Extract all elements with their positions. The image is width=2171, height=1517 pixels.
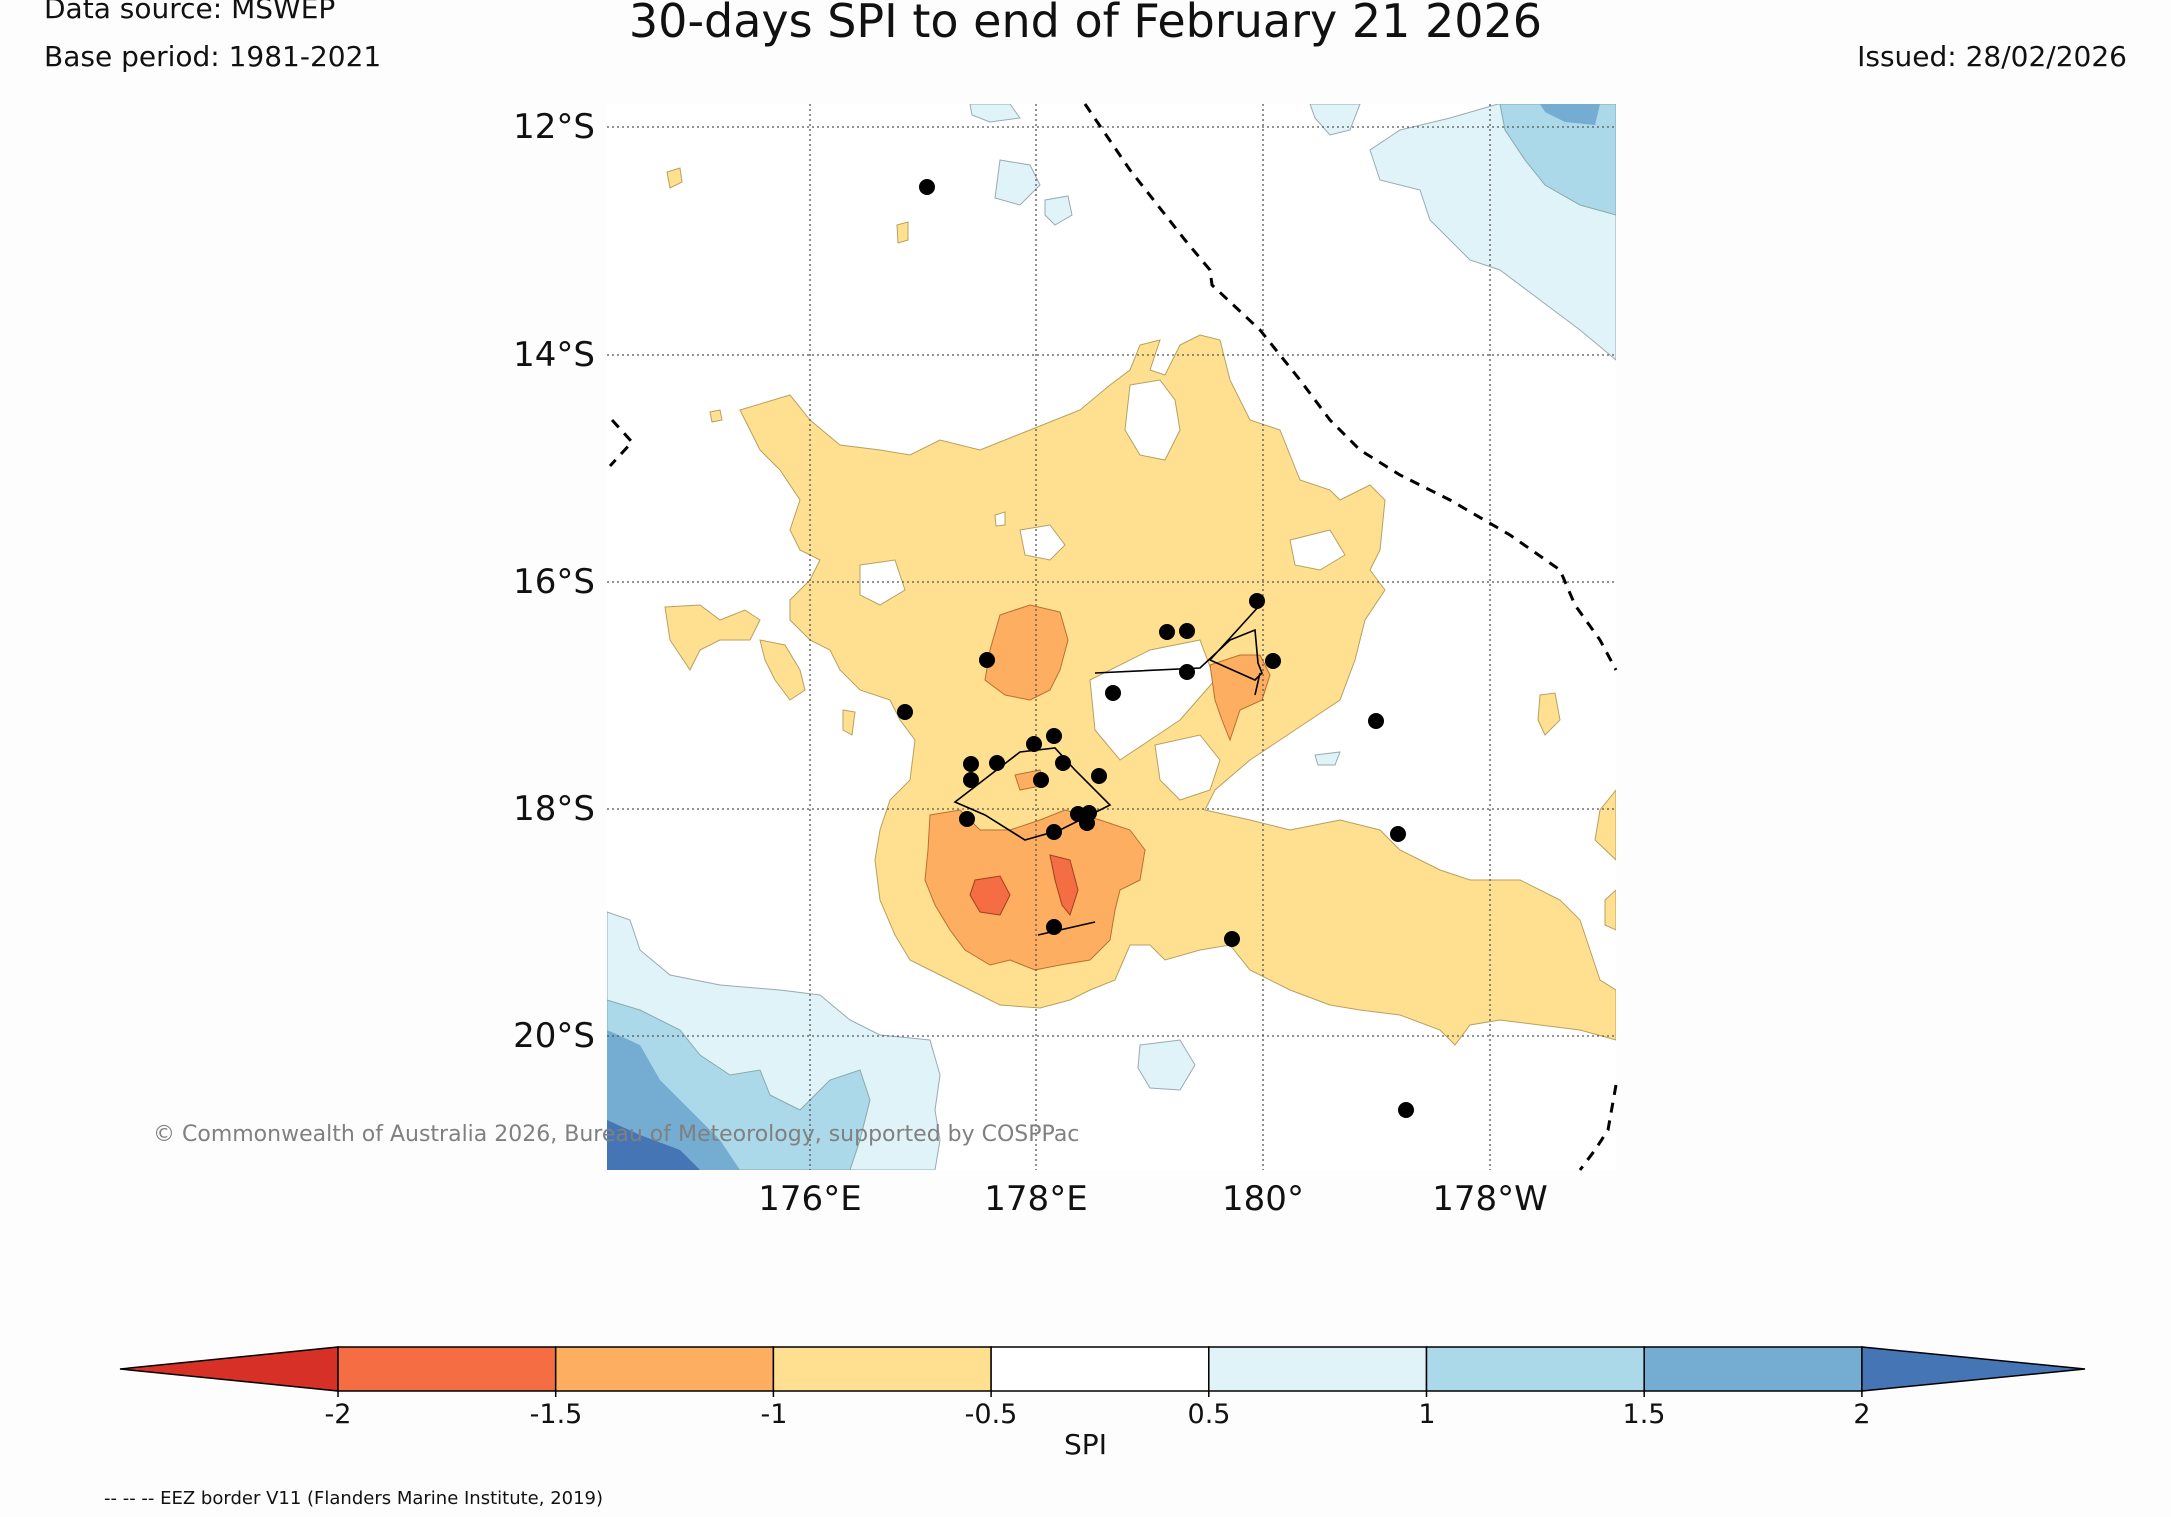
colorbar-segment	[990, 1346, 1210, 1392]
moderate-dry-south	[924, 809, 1146, 971]
colorbar-tick-label: -1.5	[530, 1399, 583, 1430]
wet-area-south-small	[1137, 1039, 1196, 1091]
mild-dry-east-islet	[1537, 692, 1561, 736]
station-dot	[1390, 826, 1406, 842]
colorbar-extend-low	[119, 1346, 339, 1392]
station-dot	[1046, 728, 1062, 744]
station-dot	[1224, 931, 1240, 947]
lat-label-20s: 20°S	[513, 1016, 595, 1056]
colorbar-segment	[1643, 1346, 1863, 1392]
moderate-dry-northwest	[984, 604, 1069, 701]
eez-border-note: -- -- -- EEZ border V11 (Flanders Marine…	[104, 1488, 604, 1509]
colorbar-extend-high	[1861, 1346, 2086, 1392]
stations	[897, 179, 1414, 1118]
wet-area-center-small	[1314, 751, 1341, 766]
wet-area-north-small-3	[969, 104, 1021, 123]
station-dot	[1105, 685, 1121, 701]
normal-hole-2	[1019, 524, 1066, 561]
colorbar-tick-label: 0.5	[1188, 1399, 1231, 1430]
wet-area-north-small-1	[994, 159, 1041, 206]
mild-dry-nw-dot	[666, 167, 683, 189]
station-dot	[1055, 755, 1071, 771]
graticule	[607, 104, 1616, 1170]
spi-map: 12°S 14°S 16°S 18°S 20°S 176°E 178°E 180…	[153, 103, 1618, 1219]
eez-border	[608, 103, 1618, 1171]
lon-label-176e: 176°E	[758, 1179, 861, 1219]
normal-hole-6	[1154, 734, 1221, 801]
extreme-wet-southwest	[607, 1120, 700, 1170]
colorbar-segment	[1425, 1346, 1645, 1392]
very-wet-northeast	[1540, 104, 1600, 125]
lon-label-180: 180°	[1222, 1179, 1304, 1219]
data-source-text: Data source: MSWEP	[44, 0, 336, 25]
station-dot	[1046, 919, 1062, 935]
colorbar-tick-label: 2	[1853, 1399, 1870, 1430]
station-dot	[979, 652, 995, 668]
lat-label-14s: 14°S	[513, 335, 595, 375]
colorbar-tick-label: -2	[325, 1399, 352, 1430]
very-dry-south-core	[1049, 854, 1079, 917]
lat-label-16s: 16°S	[513, 562, 595, 602]
normal-hole-4	[1289, 529, 1346, 571]
station-dot	[1179, 664, 1195, 680]
map-title: 30-days SPI to end of February 21 2026	[628, 0, 1543, 48]
station-dot	[1398, 1102, 1414, 1118]
station-dot	[989, 755, 1005, 771]
very-wet-southwest	[607, 1030, 740, 1170]
station-dot	[1265, 653, 1281, 669]
base-period-text: Base period: 1981-2021	[44, 40, 382, 73]
moderate-dry-east	[1209, 654, 1271, 742]
station-dot	[1179, 623, 1195, 639]
mild-dry-n-dot	[896, 221, 909, 244]
mild-dry-east-edge-2	[1604, 889, 1616, 931]
station-dot	[1033, 772, 1049, 788]
spi-colorbar: -2 -1.5 -1 -0.5 0.5 1 1.5 2	[119, 1346, 2086, 1430]
mild-dry-small-nw	[709, 409, 723, 423]
station-dot	[1249, 593, 1265, 609]
colorbar-ticks	[337, 1391, 1863, 1397]
colorbar-segment	[772, 1346, 992, 1392]
station-dot	[897, 704, 913, 720]
mild-dry-west-small	[759, 639, 806, 701]
colorbar-segment	[554, 1346, 775, 1392]
colorbar-segment	[1208, 1346, 1428, 1392]
lat-label-12s: 12°S	[513, 107, 595, 147]
colorbar-segment	[337, 1346, 557, 1392]
colorbar-tick-label: 1.5	[1623, 1399, 1666, 1430]
station-dot	[1368, 713, 1384, 729]
station-dot	[919, 179, 935, 195]
colorbar-segments	[119, 1346, 2086, 1392]
lon-label-178w: 178°W	[1432, 1179, 1548, 1219]
station-dot	[1091, 768, 1107, 784]
station-dot	[1079, 815, 1095, 831]
normal-hole-1	[1124, 379, 1181, 461]
station-dot	[1159, 624, 1175, 640]
issued-date-text: Issued: 28/02/2026	[1857, 40, 2127, 73]
station-dot	[963, 772, 979, 788]
very-dry-southwest-core	[969, 875, 1011, 916]
station-dot	[1046, 824, 1062, 840]
colorbar-tick-label: -0.5	[965, 1399, 1018, 1430]
station-dot	[959, 811, 975, 827]
mild-dry-west-arm	[664, 604, 761, 671]
moderate-wet-northeast	[1499, 104, 1616, 216]
wet-area-north-small-2	[1044, 195, 1073, 226]
lon-label-178e: 178°E	[984, 1179, 1087, 1219]
normal-hole-7	[994, 511, 1006, 527]
station-dot	[1026, 736, 1042, 752]
colorbar-tick-label: 1	[1418, 1399, 1435, 1430]
colorbar-tick-label: -1	[761, 1399, 788, 1430]
colorbar-label: SPI	[1064, 1428, 1107, 1461]
copyright-text: © Commonwealth of Australia 2026, Bureau…	[153, 1122, 1079, 1147]
mild-dry-east-edge	[1594, 789, 1616, 861]
lat-label-18s: 18°S	[513, 789, 595, 829]
mild-dry-small-w	[842, 709, 856, 736]
station-dot	[963, 756, 979, 772]
